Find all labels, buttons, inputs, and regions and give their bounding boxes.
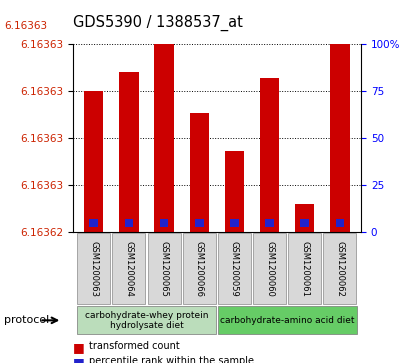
Text: GSM1200059: GSM1200059: [230, 241, 239, 297]
Text: GSM1200063: GSM1200063: [89, 241, 98, 297]
Bar: [217, 306, 357, 334]
Bar: [119, 72, 139, 232]
Text: protocol: protocol: [4, 315, 49, 325]
Text: percentile rank within the sample: percentile rank within the sample: [89, 356, 254, 363]
Bar: [265, 219, 274, 227]
Bar: [112, 233, 145, 304]
Bar: [89, 219, 98, 227]
Bar: [77, 306, 216, 334]
Text: GDS5390 / 1388537_at: GDS5390 / 1388537_at: [73, 15, 242, 31]
Bar: [77, 233, 110, 304]
Bar: [190, 113, 209, 232]
Bar: [330, 44, 349, 232]
Text: ■: ■: [73, 341, 84, 354]
Text: GSM1200065: GSM1200065: [160, 241, 168, 297]
Bar: [230, 219, 239, 227]
Bar: [84, 91, 103, 232]
Bar: [288, 233, 321, 304]
Text: carbohydrate-whey protein
hydrolysate diet: carbohydrate-whey protein hydrolysate di…: [85, 311, 208, 330]
Bar: [148, 233, 181, 304]
Bar: [195, 219, 204, 227]
Text: ■: ■: [73, 356, 84, 363]
Bar: [160, 219, 168, 227]
Bar: [323, 233, 356, 304]
Bar: [124, 219, 133, 227]
Bar: [225, 151, 244, 232]
Bar: [253, 233, 286, 304]
Text: 6.16363: 6.16363: [4, 21, 47, 31]
Bar: [336, 219, 344, 227]
Bar: [218, 233, 251, 304]
Text: GSM1200066: GSM1200066: [195, 241, 204, 297]
Bar: [300, 219, 309, 227]
Bar: [154, 44, 174, 232]
Text: GSM1200064: GSM1200064: [124, 241, 133, 297]
Text: transformed count: transformed count: [89, 341, 180, 351]
Text: GSM1200061: GSM1200061: [300, 241, 309, 297]
Bar: [295, 204, 315, 232]
Text: GSM1200060: GSM1200060: [265, 241, 274, 297]
Text: carbohydrate-amino acid diet: carbohydrate-amino acid diet: [220, 316, 354, 325]
Text: GSM1200062: GSM1200062: [335, 241, 344, 297]
Bar: [183, 233, 216, 304]
Bar: [260, 78, 279, 232]
